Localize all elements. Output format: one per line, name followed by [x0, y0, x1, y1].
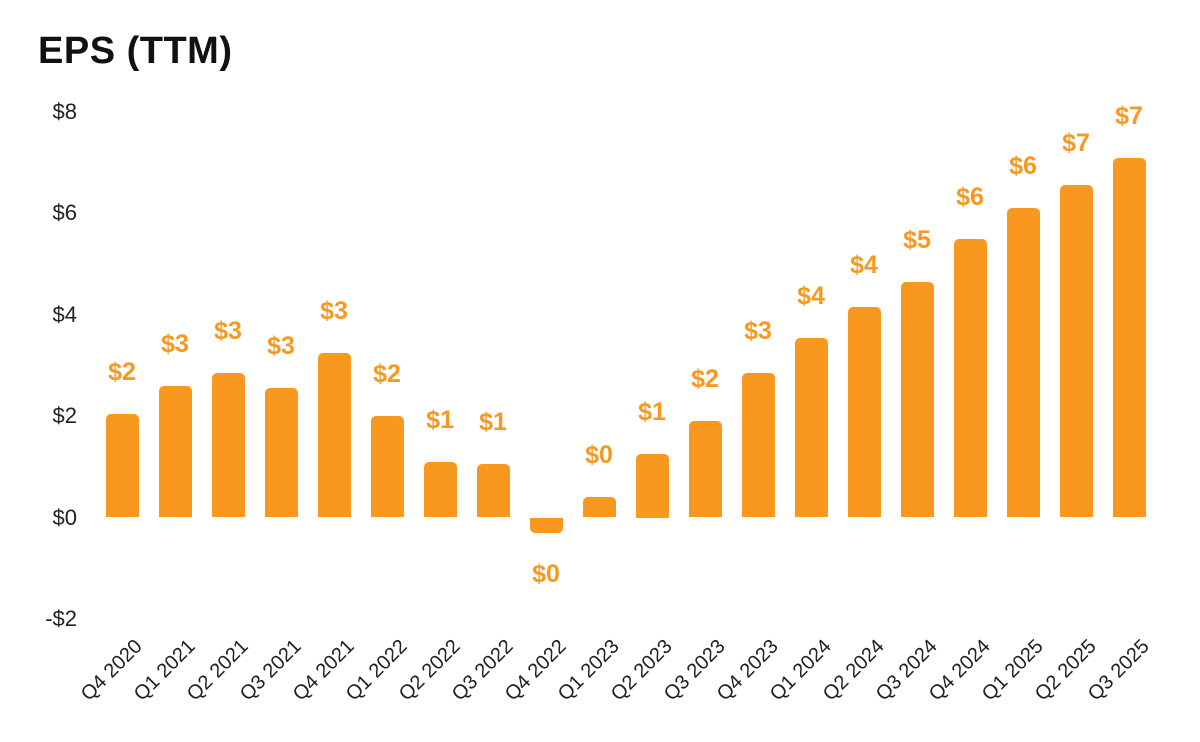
- bar-q3-2025: [1112, 157, 1146, 518]
- bar-value-label: $3: [744, 317, 772, 345]
- bar-q2-2024: [847, 307, 881, 518]
- bar-value-label: $6: [1009, 152, 1037, 181]
- bar-value-label: $1: [638, 398, 666, 427]
- bar-value-label: $4: [850, 251, 878, 280]
- chart-title: EPS (TTM): [38, 30, 233, 72]
- bar-value-label: $2: [691, 365, 719, 394]
- bar-value-label: $7: [1062, 129, 1090, 158]
- bar-q4-2021: [317, 352, 351, 518]
- bar-q2-2021: [211, 373, 245, 518]
- bar-value-label: $5: [903, 225, 931, 254]
- bar-q3-2024: [900, 281, 934, 518]
- y-axis-tick-label: $8: [52, 98, 77, 124]
- bar-q2-2025: [1059, 185, 1093, 518]
- bar-value-label: $6: [956, 182, 984, 211]
- bar-value-label: $3: [214, 317, 242, 345]
- bar-value-label: $7: [1115, 101, 1143, 130]
- y-axis-tick-label: $2: [52, 403, 77, 429]
- bar-q4-2020: [105, 413, 139, 518]
- y-axis-tick-label: -$2: [45, 605, 77, 631]
- bar-q1-2022: [370, 416, 404, 518]
- y-axis-tick-label: $0: [52, 504, 77, 530]
- bar-q4-2024: [953, 238, 987, 518]
- bar-q1-2023: [582, 497, 616, 518]
- bar-value-label: $4: [797, 281, 825, 310]
- bar-value-label: $1: [479, 408, 507, 437]
- bar-q3-2022: [476, 464, 510, 518]
- bar-q4-2022: [529, 517, 563, 533]
- bar-q4-2023: [741, 373, 775, 518]
- bar-q2-2023: [635, 454, 669, 518]
- bar-q2-2022: [423, 461, 457, 518]
- bar-q3-2023: [688, 421, 722, 518]
- bar-value-label: $3: [320, 296, 348, 325]
- bar-value-label: $1: [426, 405, 454, 434]
- bar-value-label: $2: [373, 360, 401, 389]
- y-axis-tick-label: $4: [52, 301, 77, 327]
- bar-q1-2025: [1006, 208, 1040, 518]
- bar-q1-2024: [794, 337, 828, 518]
- bar-q3-2021: [264, 388, 298, 518]
- bar-value-label: $0: [532, 559, 560, 588]
- y-axis-tick-label: $6: [52, 200, 77, 226]
- bar-value-label: $0: [585, 441, 613, 470]
- bar-value-label: $2: [108, 357, 136, 386]
- bar-q1-2021: [158, 385, 192, 518]
- bar-value-label: $3: [161, 329, 189, 358]
- bar-value-label: $3: [267, 332, 295, 361]
